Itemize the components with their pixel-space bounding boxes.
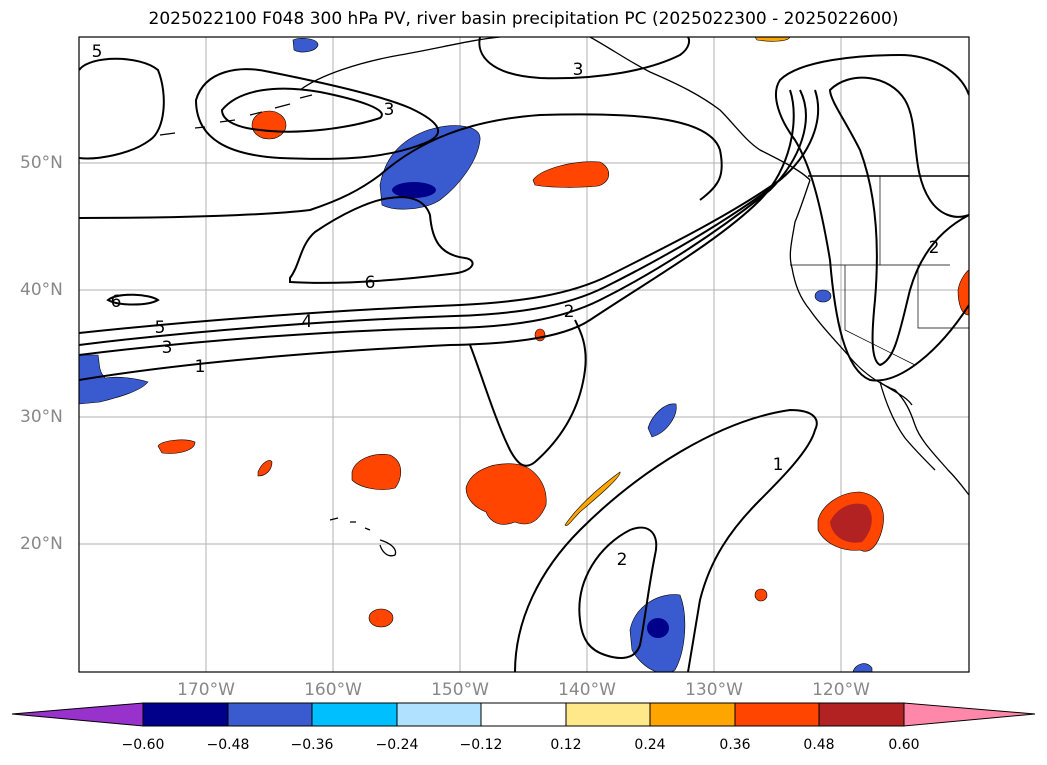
lon-label: 130°W	[685, 680, 743, 700]
pv-contour-3-aleutian	[194, 68, 440, 160]
contour-label: 4	[302, 312, 313, 332]
colorbar-seg	[649, 702, 736, 727]
precip-pos-east-edge	[957, 269, 969, 316]
contour-label: 3	[384, 100, 395, 120]
colorbar-seg	[480, 702, 567, 727]
lon-label: 150°W	[431, 680, 489, 700]
colorbar-tick: 0.12	[550, 737, 582, 753]
contour-label: 2	[617, 550, 628, 570]
pv-contour-5	[79, 89, 820, 334]
precip-shading	[79, 37, 969, 672]
lon-label: 140°W	[558, 680, 616, 700]
contour-label: 2	[929, 238, 940, 258]
contour-label: 3	[162, 338, 173, 358]
pv-contour-3-north	[478, 37, 690, 80]
contour-label: 3	[573, 60, 584, 80]
lon-label: 120°W	[812, 680, 870, 700]
coast-aleutians	[159, 94, 313, 136]
map-frame	[78, 36, 970, 673]
pv-contour-east-outer	[775, 53, 969, 382]
precip-pos-small-16n	[754, 588, 768, 602]
coast-hawaii	[329, 517, 397, 557]
gridlines	[79, 37, 969, 672]
colorbar-seg	[565, 702, 651, 727]
precip-pos-small-28n	[157, 439, 196, 454]
colorbar	[11, 702, 1036, 727]
lat-label: 20°N	[20, 534, 63, 554]
precip-pos-hawaii	[351, 454, 402, 490]
lat-label: 40°N	[20, 280, 63, 300]
pv-contour-6-north	[79, 113, 723, 219]
precip-pos-small-260	[257, 460, 273, 477]
contour-label: 5	[155, 318, 166, 338]
contour-label: 1	[195, 357, 206, 377]
pv-contour-6-west	[106, 293, 160, 306]
pv-contour-4	[79, 184, 776, 346]
state-lines	[790, 176, 969, 366]
colorbar-seg	[734, 702, 820, 727]
precip-neg-northwest	[292, 38, 319, 53]
colorbar-seg	[11, 702, 144, 727]
precip-pos-chain	[564, 471, 621, 526]
colorbar-tick: 0.60	[888, 737, 920, 753]
precip-neg-west-edge	[79, 354, 149, 405]
precip-pos-small-south	[368, 608, 394, 628]
lat-label: 30°N	[20, 407, 63, 427]
colorbar-seg	[311, 702, 398, 727]
colorbar-seg	[396, 702, 482, 727]
pv-contour-3-inner	[220, 87, 383, 133]
precip-neg-gulf-core	[392, 182, 436, 198]
contour-label: 2	[564, 302, 575, 322]
pv-contour-2-trough	[469, 319, 587, 467]
map-area	[79, 37, 969, 672]
precip-pos-baja-core	[830, 503, 872, 543]
precip-neg-south-core	[647, 618, 669, 638]
coast-alaska	[299, 37, 811, 181]
coastlines	[159, 37, 969, 557]
colorbar-seg	[142, 702, 229, 727]
colorbar-tick: 0.48	[803, 737, 835, 753]
colorbar-tick: −0.12	[459, 737, 503, 753]
colorbar-seg	[227, 702, 313, 727]
precip-pos-central	[465, 463, 547, 525]
coast-north-america	[789, 179, 969, 496]
colorbar-seg	[818, 702, 905, 727]
map-title: 2025022100 F048 300 hPa PV, river basin …	[148, 9, 899, 29]
contour-label: 6	[111, 292, 122, 312]
coast-baja	[879, 381, 936, 471]
precip-neg-small-30n	[647, 403, 677, 438]
contour-label: 5	[92, 42, 103, 62]
pv-contour-2-south	[578, 526, 658, 659]
precip-pos-north-pacific	[532, 161, 610, 188]
pv-contour-6-inner	[289, 196, 474, 284]
colorbar-tick: −0.48	[206, 737, 250, 753]
colorbar-tick: 0.36	[719, 737, 751, 753]
lon-label: 170°W	[177, 680, 235, 700]
lat-label: 50°N	[20, 153, 63, 173]
precip-neg-bottom-right	[852, 663, 873, 672]
colorbar-tick: −0.24	[375, 737, 419, 753]
pv-contour-1-south	[514, 408, 818, 672]
pv-contour-2-east	[828, 76, 969, 367]
colorbar-tick: 0.24	[634, 737, 666, 753]
contour-label: 1	[773, 455, 784, 475]
colorbar-tick: −0.60	[121, 737, 165, 753]
precip-pos-aleutian	[251, 110, 287, 140]
colorbar-tick: −0.36	[290, 737, 334, 753]
pv-contours	[79, 37, 969, 672]
contour-label: 6	[365, 273, 376, 293]
pv-contour-5-nw	[79, 57, 165, 160]
lon-label: 160°W	[304, 680, 362, 700]
colorbar-seg	[903, 702, 1036, 727]
precip-neg-california	[814, 289, 832, 303]
